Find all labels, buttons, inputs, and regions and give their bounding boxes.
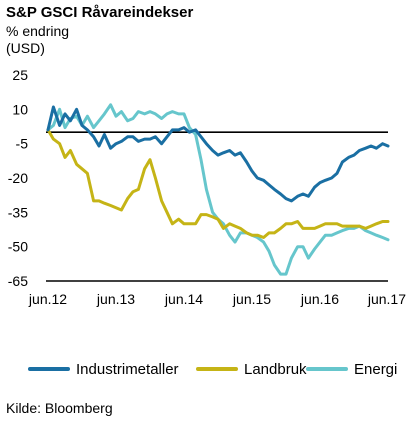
x-tick-label: jun.16 <box>300 291 339 307</box>
x-tick-label: jun.12 <box>28 291 67 307</box>
y-tick-labels: 25 10 -5 -20 -35 -50 -65 <box>8 67 28 289</box>
legend-swatch-landbruk <box>196 367 238 371</box>
x-tick-labels: jun.12 jun.13 jun.14 jun.15 jun.16 jun.17 <box>28 291 406 307</box>
chart-unit: (USD) <box>6 40 45 56</box>
x-tick-label: jun.14 <box>164 291 203 307</box>
y-tick-label: -50 <box>8 239 28 255</box>
legend-item-industrimetaller: Industrimetaller <box>28 358 179 380</box>
y-tick-label: -65 <box>8 273 28 289</box>
y-tick-label: -35 <box>8 204 28 220</box>
x-tick-label: jun.15 <box>232 291 271 307</box>
y-tick-label: 25 <box>12 67 28 83</box>
series-line-energi <box>46 103 390 276</box>
series-line-industrimetaller <box>46 105 390 203</box>
legend-item-landbruk: Landbruk <box>196 358 307 380</box>
legend-label-energi: Energi <box>354 360 398 378</box>
chart-subtitle: % endring <box>6 23 70 39</box>
y-tick-label: -20 <box>8 170 28 186</box>
x-tick-label: jun.17 <box>367 291 406 307</box>
series-lines <box>46 103 390 276</box>
x-tick-label: jun.13 <box>96 291 135 307</box>
legend-label-industrimetaller: Industrimetaller <box>76 360 179 378</box>
legend-item-energi: Energi <box>306 358 397 380</box>
legend-swatch-industrimetaller <box>28 367 70 371</box>
legend-swatch-energi <box>306 367 348 371</box>
series-line-landbruk <box>46 128 390 239</box>
source-note: Kilde: Bloomberg <box>6 400 113 416</box>
chart-title: S&P GSCI Råvareindekser <box>6 4 194 21</box>
legend: Industrimetaller Landbruk Energi <box>0 358 413 380</box>
legend-label-landbruk: Landbruk <box>244 360 307 378</box>
y-tick-label: 10 <box>12 101 28 117</box>
y-tick-label: -5 <box>16 136 29 152</box>
